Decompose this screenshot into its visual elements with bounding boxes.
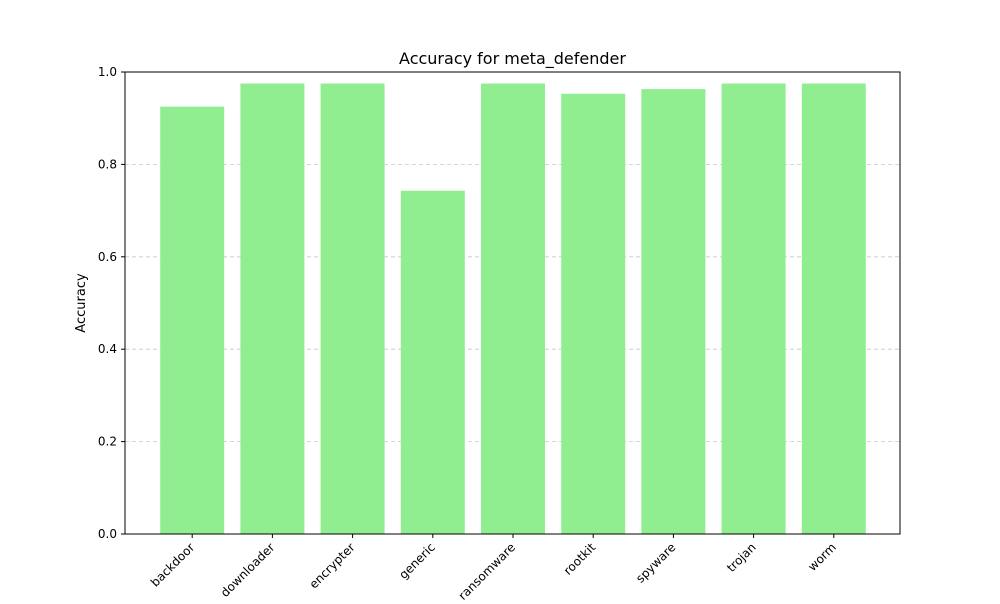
y-axis-label: Accuracy xyxy=(74,273,89,333)
chart-title: Accuracy for meta_defender xyxy=(399,49,626,69)
x-ticks: backdoor downloader encrypter generic ransom… xyxy=(148,534,839,600)
x-tick-label-backdoor: backdoor xyxy=(148,540,197,589)
y-tick-label: 0.6 xyxy=(98,250,117,264)
y-tick-label: 0.4 xyxy=(98,342,117,356)
y-tick-label: 0.2 xyxy=(98,435,117,449)
bar-trojan xyxy=(721,83,786,535)
bar-downloader xyxy=(240,83,305,535)
x-tick-label-generic: generic xyxy=(396,540,438,582)
x-tick-label-ransomware: ransomware xyxy=(456,540,519,600)
bar-backdoor xyxy=(160,106,225,535)
bar-ransomware xyxy=(481,83,545,535)
x-tick-label-encrypter: encrypter xyxy=(307,540,358,591)
bar-spyware xyxy=(641,89,706,535)
bar-encrypter xyxy=(320,83,385,535)
bar-worm xyxy=(801,83,866,535)
bars xyxy=(160,83,866,535)
y-ticks: 0.0 0.2 0.4 0.6 0.8 1.0 xyxy=(98,65,125,541)
y-tick-label: 0.0 xyxy=(98,527,117,541)
x-tick-label-downloader: downloader xyxy=(218,540,278,600)
bar-rootkit xyxy=(561,93,626,535)
y-tick-label: 0.8 xyxy=(98,157,117,171)
x-tick-label-spyware: spyware xyxy=(633,540,678,585)
x-tick-label-worm: worm xyxy=(805,540,839,574)
x-tick-label-rootkit: rootkit xyxy=(561,540,599,578)
bar-generic xyxy=(400,190,465,534)
x-tick-label-trojan: trojan xyxy=(724,540,759,575)
y-tick-label: 1.0 xyxy=(98,65,117,79)
